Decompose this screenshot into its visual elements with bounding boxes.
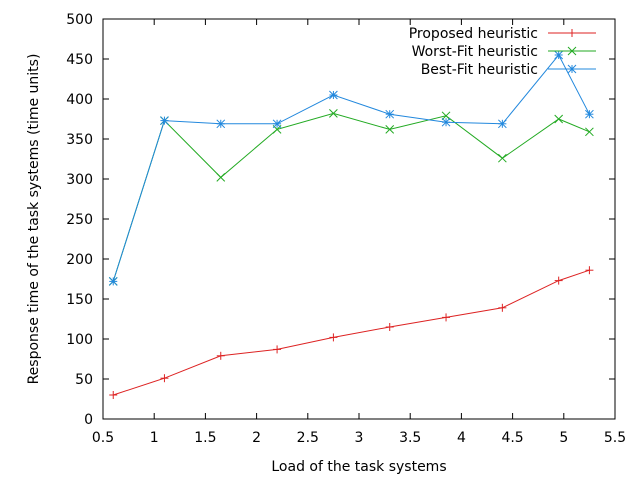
data-point-best-fit-heuristic xyxy=(216,119,226,129)
x-tick-label: 4.5 xyxy=(501,430,523,446)
x-tick-label: 3 xyxy=(355,430,364,446)
data-point-proposed-heuristic xyxy=(554,276,563,285)
data-point-proposed-heuristic xyxy=(216,351,225,360)
y-tick-label: 400 xyxy=(66,92,93,108)
y-axis-label: Response time of the task systems (time … xyxy=(26,54,42,385)
legend-label-worst-fit-heuristic: Worst-Fit heuristic xyxy=(412,44,538,60)
data-point-worst-fit-heuristic xyxy=(498,153,507,163)
axis-ticks: 0.5 1 1.5 2 2.5 3 3.5 4 4.5 5 5.5 0 50 100 150 200 250 30… xyxy=(66,12,626,446)
data-point-best-fit-heuristic xyxy=(108,277,118,286)
legend-marker-proposed-heuristic xyxy=(568,29,576,37)
data-point-proposed-heuristic xyxy=(160,374,169,383)
legend-label-proposed-heuristic: Proposed heuristic xyxy=(409,26,538,42)
data-point-best-fit-heuristic xyxy=(585,109,594,119)
data-point-proposed-heuristic xyxy=(498,303,507,312)
x-tick-label: 5.5 xyxy=(604,430,626,446)
x-tick-label: 1 xyxy=(150,430,159,446)
data-point-worst-fit-heuristic xyxy=(441,111,451,121)
series-layer xyxy=(108,50,594,399)
legend: Proposed heuristic Worst-Fit heuristic Bes… xyxy=(409,26,596,78)
y-tick-label: 300 xyxy=(66,172,93,188)
y-tick-label: 500 xyxy=(66,12,93,28)
x-tick-label: 2.5 xyxy=(297,430,319,446)
data-point-best-fit-heuristic xyxy=(554,50,564,60)
series-proposed-heuristic xyxy=(109,266,594,399)
legend-marker-best-fit-heuristic xyxy=(567,64,577,74)
series-line-worst-fit-heuristic xyxy=(112,112,590,282)
data-point-proposed-heuristic xyxy=(385,323,394,331)
y-tick-label: 0 xyxy=(84,412,93,428)
data-point-best-fit-heuristic xyxy=(272,119,282,129)
data-point-best-fit-heuristic xyxy=(329,90,338,100)
data-point-worst-fit-heuristic xyxy=(554,114,564,124)
x-tick-label: 0.5 xyxy=(92,430,114,446)
y-tick-label: 350 xyxy=(66,132,93,148)
data-point-worst-fit-heuristic xyxy=(329,109,338,118)
y-tick-label: 100 xyxy=(66,332,93,348)
data-point-proposed-heuristic xyxy=(109,391,118,399)
y-tick-label: 250 xyxy=(66,212,93,228)
data-point-worst-fit-heuristic xyxy=(585,127,594,137)
x-tick-label: 5 xyxy=(559,430,568,446)
y-tick-label: 200 xyxy=(66,252,93,268)
data-point-proposed-heuristic xyxy=(442,313,451,322)
series-line-best-fit-heuristic xyxy=(112,54,590,282)
data-point-best-fit-heuristic xyxy=(160,116,169,125)
plot-frame xyxy=(102,18,616,420)
data-point-worst-fit-heuristic xyxy=(216,173,226,182)
series-line-proposed-heuristic xyxy=(113,269,590,396)
data-point-best-fit-heuristic xyxy=(498,119,507,129)
data-point-proposed-heuristic xyxy=(585,266,594,275)
x-axis-label: Load of the task systems xyxy=(271,459,446,475)
data-point-worst-fit-heuristic xyxy=(385,125,395,134)
y-tick-label: 150 xyxy=(66,292,93,308)
data-point-proposed-heuristic xyxy=(329,333,338,342)
legend-label-best-fit-heuristic: Best-Fit heuristic xyxy=(421,62,538,78)
y-tick-label: 450 xyxy=(66,52,93,68)
data-point-best-fit-heuristic xyxy=(385,109,395,119)
data-point-proposed-heuristic xyxy=(273,345,282,354)
x-tick-label: 1.5 xyxy=(194,430,216,446)
series-worst-fit-heuristic xyxy=(108,109,594,286)
series-best-fit-heuristic xyxy=(108,50,594,286)
x-tick-label: 4 xyxy=(457,430,466,446)
data-point-best-fit-heuristic xyxy=(441,117,451,127)
x-tick-label: 2 xyxy=(252,430,261,446)
legend-marker-worst-fit-heuristic xyxy=(567,46,577,56)
y-tick-label: 50 xyxy=(75,372,93,388)
x-tick-label: 3.5 xyxy=(399,430,421,446)
